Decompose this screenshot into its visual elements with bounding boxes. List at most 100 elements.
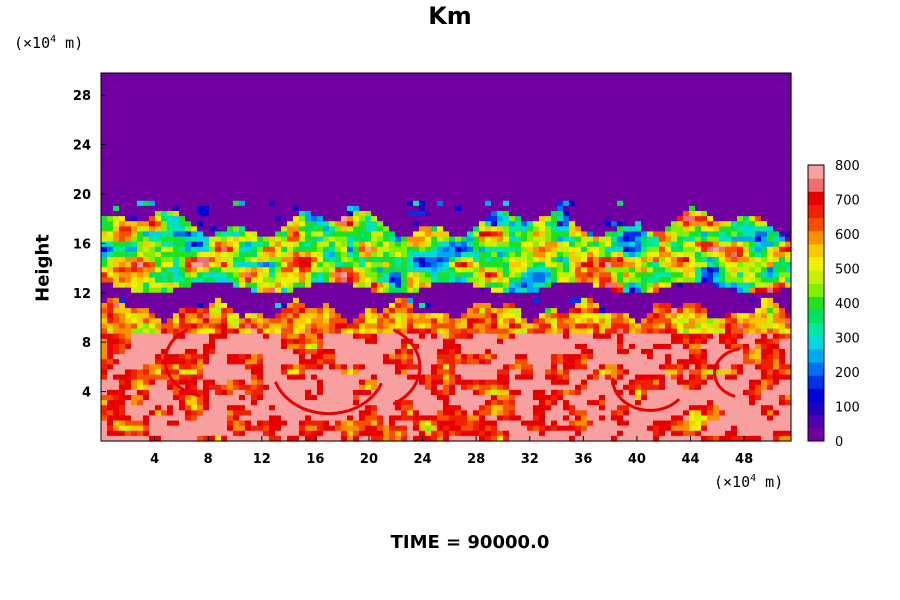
heatmap-cell	[779, 88, 786, 95]
heatmap-cell	[575, 272, 582, 279]
heatmap-cell	[269, 98, 276, 105]
heatmap-cell	[287, 88, 294, 95]
heatmap-cell	[731, 144, 738, 151]
heatmap-cell	[755, 103, 762, 110]
heatmap-cell	[257, 129, 264, 135]
heatmap-cell	[719, 282, 726, 289]
heatmap-cell	[665, 88, 672, 95]
heatmap-cell	[131, 129, 138, 135]
heatmap-cell	[659, 251, 666, 258]
heatmap-cell	[767, 165, 774, 171]
heatmap-cell	[317, 185, 324, 192]
heatmap-cell	[173, 221, 180, 227]
heatmap-cell	[473, 282, 480, 289]
heatmap-cell	[365, 287, 372, 294]
heatmap-cell	[263, 83, 270, 89]
heatmap-cell	[221, 78, 228, 84]
heatmap-cell	[323, 190, 330, 197]
heatmap-cell	[161, 159, 168, 166]
heatmap-cell	[119, 180, 126, 187]
heatmap-cell	[533, 257, 540, 263]
heatmap-cell	[167, 180, 174, 187]
heatmap-cell	[725, 108, 732, 115]
heatmap-cell	[521, 78, 528, 84]
heatmap-cell	[701, 241, 708, 248]
heatmap-cell	[125, 119, 132, 125]
heatmap-cell	[515, 144, 522, 151]
heatmap-cell	[401, 144, 408, 151]
heatmap-cell	[167, 282, 174, 289]
heatmap-cell	[281, 170, 288, 176]
heatmap-cell	[425, 144, 432, 151]
heatmap-cell	[755, 195, 762, 202]
heatmap-cell	[515, 221, 522, 227]
heatmap-cell	[179, 277, 186, 284]
heatmap-cell	[371, 170, 378, 176]
heatmap-cell	[113, 226, 120, 233]
heatmap-cell	[749, 272, 756, 279]
heatmap-cell	[605, 165, 612, 171]
heatmap-cell	[131, 93, 138, 100]
heatmap-cell	[263, 236, 270, 243]
heatmap-cell	[575, 78, 582, 84]
heatmap-cell	[485, 119, 492, 125]
heatmap-cell	[209, 226, 216, 233]
heatmap-cell	[665, 241, 672, 248]
heatmap-cell	[665, 226, 672, 233]
heatmap-cell	[179, 195, 186, 202]
heatmap-cell	[407, 175, 414, 181]
heatmap-cell	[221, 149, 228, 156]
heatmap-cell	[377, 144, 384, 151]
heatmap-cell	[671, 185, 678, 192]
heatmap-cell	[425, 267, 432, 273]
heatmap-cell	[449, 190, 456, 197]
heatmap-cell	[545, 282, 552, 289]
heatmap-cell	[233, 211, 240, 217]
heatmap-cell	[659, 246, 666, 253]
heatmap-cell	[239, 292, 246, 299]
heatmap-cell	[581, 73, 588, 79]
heatmap-cell	[695, 149, 702, 156]
heatmap-cell	[215, 236, 222, 243]
heatmap-cell	[497, 98, 504, 105]
heatmap-cell	[755, 119, 762, 125]
heatmap-cell	[161, 221, 168, 227]
heatmap-cell	[299, 226, 306, 233]
heatmap-cell	[233, 216, 240, 222]
heatmap-cell	[671, 149, 678, 156]
heatmap-cell	[293, 257, 300, 263]
heatmap-cell	[491, 88, 498, 95]
heatmap-cell	[251, 241, 258, 248]
heatmap-cell	[551, 93, 558, 100]
heatmap-cell	[185, 246, 192, 253]
heatmap-cell	[197, 221, 204, 227]
heatmap-cell	[227, 159, 234, 166]
heatmap-cell	[395, 205, 402, 212]
heatmap-cell	[635, 267, 642, 273]
y-unit-base: (×10	[14, 34, 51, 52]
heatmap-cell	[359, 267, 366, 273]
heatmap-cell	[671, 98, 678, 105]
heatmap-cell	[539, 98, 546, 105]
heatmap-cell	[431, 154, 438, 161]
heatmap-cell	[143, 257, 150, 263]
heatmap-cell	[227, 205, 234, 212]
heatmap-cell	[773, 211, 780, 217]
heatmap-cell	[557, 257, 564, 263]
heatmap-cell	[203, 73, 210, 79]
heatmap-cell	[557, 231, 564, 238]
heatmap-cell	[353, 221, 360, 227]
heatmap-cell	[161, 262, 168, 268]
heatmap-cell	[557, 113, 564, 120]
heatmap-cell	[389, 241, 396, 248]
heatmap-cell	[251, 257, 258, 263]
heatmap-cell	[389, 236, 396, 243]
heatmap-cell	[575, 149, 582, 156]
heatmap-cell	[407, 185, 414, 192]
heatmap-cell	[257, 113, 264, 120]
heatmap-cell	[137, 287, 144, 294]
heatmap-cell	[707, 267, 714, 273]
heatmap-cell	[719, 287, 726, 294]
heatmap-cell	[149, 257, 156, 263]
heatmap-cell	[725, 221, 732, 227]
